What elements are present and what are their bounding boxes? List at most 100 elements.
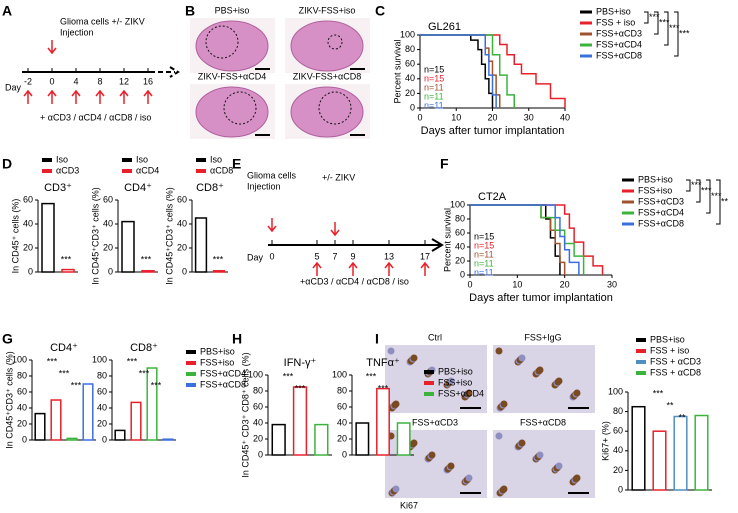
panel-letter: I [375,331,379,347]
day: 16 [143,76,153,86]
legend-label: FSS+iso [200,357,234,367]
significance: *** [141,254,152,264]
n-label: n=15 [474,231,494,241]
chart-title: CD3⁺ [44,182,72,194]
significance: *** [47,356,58,366]
y-tick-label: 20 [613,465,623,475]
image-label: FSS+αCD8 [520,417,566,427]
bar [162,438,174,441]
y-tick-label: 60 [405,59,415,69]
legend-label: FSS + αCD8 [650,367,701,377]
image-label: ZIKV-FSS+αCD8 [293,71,361,81]
arrow [348,261,358,276]
arrow [384,261,394,276]
bar [652,430,667,491]
bar [61,268,75,273]
timeline-arrow [150,66,180,78]
day-label: Day [5,82,22,92]
y-tick-label: 0 [108,266,113,276]
y-tick-label: 100 [450,199,465,209]
bar [194,217,208,273]
chart-title: GL261 [428,21,461,33]
sig-bracket [716,179,721,225]
image-label: ZIKV-FSS+iso [299,5,356,15]
legend-label: αCD3 [56,165,79,175]
y-tick-label: 60 [253,401,263,411]
legend-label: PBS+iso [438,366,473,376]
legend-swatch [42,158,52,162]
legend-label: FSS+iso [438,377,472,387]
n-label: n=11 [474,258,494,268]
image-frame [385,345,487,413]
y-tick-label: 80 [613,406,623,416]
sig-bracket [664,11,669,46]
timeline-virus: +/- ZIKV [322,172,355,182]
day: 4 [73,76,78,86]
timeline-event: Injection [247,181,281,191]
y-tick-label: 60 [455,227,465,237]
y-tick-label: 60 [337,401,347,411]
tumor-outline [327,34,343,50]
bar [314,423,329,456]
bar [141,270,155,273]
brain [290,20,364,72]
bar [82,383,94,441]
y-tick-label: 0 [618,484,623,494]
legend-label: αCD4 [136,165,159,175]
nucleus [465,474,473,482]
legend-label: PBS+iso [200,346,235,356]
legend-swatch [636,338,646,342]
x-axis-label: Days after tumor implantation [421,125,565,137]
survival-curve [420,34,515,108]
arrow [330,222,340,237]
brain [195,20,269,72]
nucleus [447,377,455,385]
significance: *** [366,371,377,381]
y-tick-label: 20 [97,418,107,428]
n-label: n=11 [424,91,444,101]
y-tick-label: 60 [23,194,33,204]
y-tick-label: 40 [613,445,623,455]
nucleus [392,400,400,408]
day: 12 [119,76,129,86]
bar [41,202,55,273]
legend-label: FSS+αCD4 [596,39,642,49]
bar [34,412,46,441]
significance: *** [61,254,72,264]
chart-title: CD4⁺ [124,182,152,194]
significance: ** [666,400,674,410]
y-tick-label: 100 [608,386,623,396]
bar [355,422,370,456]
day: 0 [269,251,274,261]
nucleus [495,347,503,355]
nucleus [500,400,508,408]
significance: *** [378,383,389,393]
y-tick-label: 0 [410,102,415,112]
bar [631,405,646,491]
y-tick-label: 60 [613,426,623,436]
legend-swatch [196,158,206,162]
bar [271,423,286,456]
timeline-treatment: +αCD3 / αCD4 / αCD8 / iso [300,276,409,286]
x-tick-label: 20 [487,112,497,122]
significance: *** [701,185,712,195]
significance: *** [711,191,722,201]
y-tick-label: 40 [455,241,465,251]
significance: *** [151,380,162,390]
y-tick-label: 40 [103,218,113,228]
chart-title: TNFα⁺ [366,357,400,369]
panel-letter: F [440,156,449,172]
bar [50,399,62,441]
y-tick-label: 60 [177,194,187,204]
significance: *** [653,388,664,398]
image-label: FSS+IgG [524,332,561,342]
bar [146,367,158,441]
n-label: n=11 [424,100,444,110]
arrow [119,89,129,104]
sig-bracket [654,11,659,35]
panel-letter: D [2,156,12,172]
image-frame [493,345,595,413]
legend-label: PBS+iso [596,6,631,16]
legend-label: αCD8 [210,165,233,175]
timeline-title: Glioma cells +/- ZIKV [60,16,145,26]
